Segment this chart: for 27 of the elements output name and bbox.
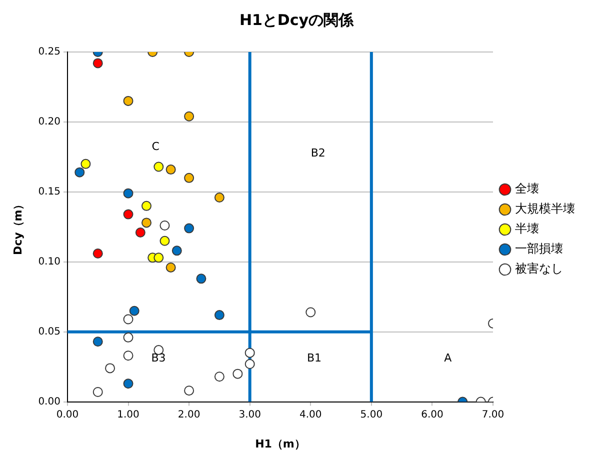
- annotation: C: [152, 140, 160, 154]
- x-tick-label: 0.00: [56, 409, 79, 420]
- annotation: A: [444, 351, 452, 364]
- x-tick-label: 7.00: [482, 409, 504, 420]
- x-tick-label: 4.00: [299, 409, 322, 420]
- x-tick-label: 6.00: [421, 409, 444, 420]
- legend-label: 全壊: [515, 182, 539, 196]
- legend-label: 被害なし: [515, 262, 563, 276]
- annotation: B3: [151, 351, 166, 364]
- y-tick-label: 0.25: [38, 46, 60, 58]
- legend-label: 大規模半壊: [515, 202, 575, 216]
- y-axis-title: Dcy（m）: [11, 198, 24, 256]
- legend-label: 半壊: [515, 222, 539, 236]
- x-tick-label: 1.00: [117, 409, 140, 420]
- y-tick-label: 0.05: [38, 326, 60, 338]
- x-axis-title: H1（m）: [255, 437, 306, 450]
- chart-title: H1とDcyの関係: [239, 10, 355, 29]
- y-tick-label: 0.10: [38, 256, 60, 268]
- y-tick-label: 0.20: [38, 116, 60, 128]
- x-tick-label: 2.00: [178, 409, 200, 420]
- annotation: B2: [310, 146, 326, 160]
- y-tick-label: 0.00: [38, 396, 60, 408]
- y-tick-label: 0.15: [38, 186, 60, 198]
- x-tick-label: 3.00: [238, 409, 261, 420]
- x-tick-label: 5.00: [360, 409, 383, 420]
- annotation: B1: [307, 351, 322, 364]
- legend-label: 一部損壊: [515, 242, 563, 256]
